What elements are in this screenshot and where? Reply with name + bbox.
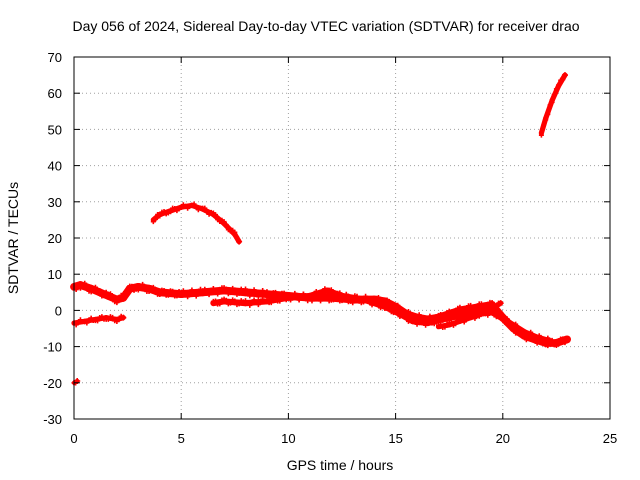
axis-ticks (73, 56, 611, 420)
y-tick-labels: -30 -20 -10 0 10 20 30 40 50 60 70 (43, 50, 62, 427)
x-tick-label: 25 (603, 431, 617, 446)
data-band-segment (338, 292, 367, 303)
y-tick-label: 0 (55, 303, 62, 318)
x-tick-label: 15 (388, 431, 402, 446)
y-tick-label: 10 (48, 267, 62, 282)
chart-title: Day 056 of 2024, Sidereal Day-to-day VTE… (72, 18, 579, 34)
x-tick-labels: 0 5 10 15 20 25 (70, 431, 617, 446)
grid-lines (74, 57, 610, 419)
trace-lower-band (210, 286, 554, 345)
y-axis-label: SDTVAR / TECUs (5, 182, 21, 294)
data-point (120, 314, 127, 321)
data-point (564, 336, 571, 343)
trace-arc (150, 201, 243, 245)
data-point (546, 338, 553, 345)
x-tick-label: 5 (178, 431, 185, 446)
data-points (70, 72, 572, 386)
trace-below-zero (71, 313, 127, 328)
data-band-segment (504, 318, 528, 336)
x-tick-label: 10 (281, 431, 295, 446)
data-point (236, 238, 243, 245)
trace-short-wiggle (435, 300, 504, 330)
data-point (561, 72, 568, 79)
data-band-segment (263, 294, 292, 305)
data-band-segment (543, 97, 555, 122)
y-tick-label: -30 (43, 412, 62, 427)
y-tick-label: 60 (48, 86, 62, 101)
y-tick-label: 70 (48, 50, 62, 65)
data-band-segment (555, 72, 568, 89)
x-axis-label: GPS time / hours (287, 457, 394, 473)
y-tick-label: -10 (43, 340, 62, 355)
data-band-segment (360, 296, 388, 310)
data-band-segment (285, 292, 313, 301)
data-band-segment (221, 298, 249, 307)
x-tick-label: 0 (70, 431, 77, 446)
trace-rising (538, 72, 568, 138)
y-tick-label: 30 (48, 195, 62, 210)
data-band-segment (489, 300, 504, 312)
data-band-segment (242, 298, 271, 307)
y-tick-label: 50 (48, 122, 62, 137)
y-tick-label: -20 (43, 376, 62, 391)
data-band-segment (549, 83, 562, 104)
y-tick-label: 20 (48, 231, 62, 246)
y-tick-label: 40 (48, 159, 62, 174)
data-point (497, 300, 504, 307)
trace-minus-20 (71, 377, 81, 386)
x-tick-label: 20 (496, 431, 510, 446)
